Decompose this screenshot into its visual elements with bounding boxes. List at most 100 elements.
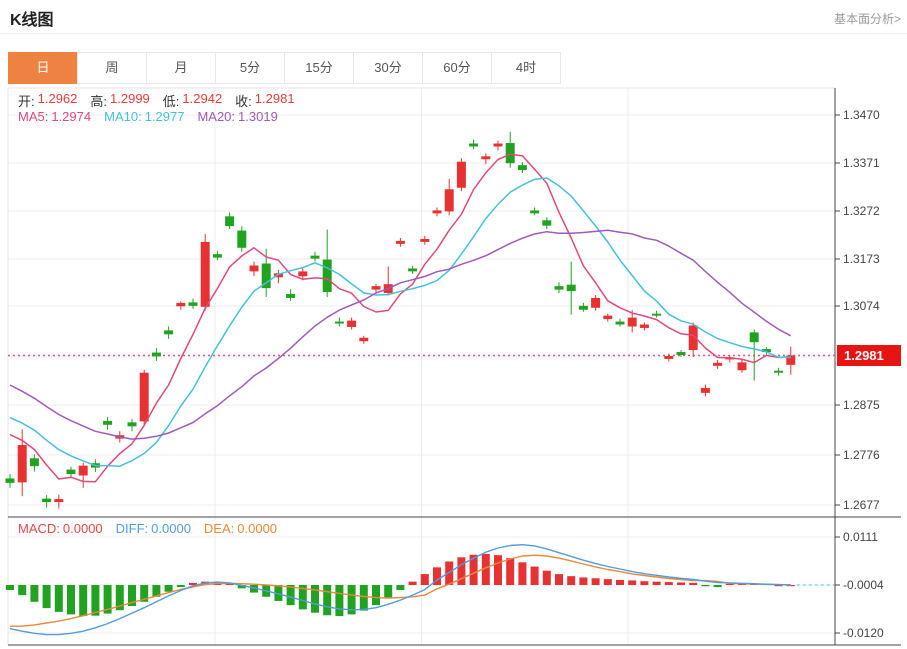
macd-bar [54, 585, 63, 612]
tab-15分[interactable]: 15分 [284, 52, 354, 84]
candle-body [627, 317, 637, 327]
macd-bar [250, 585, 258, 593]
ma20-line [9, 229, 792, 440]
candle-body [676, 352, 686, 355]
candle-body [408, 268, 418, 272]
candle-body [310, 255, 320, 259]
candle-body [286, 294, 296, 298]
tab-30分[interactable]: 30分 [353, 52, 423, 84]
chart-frame [7, 87, 901, 646]
candle-body [615, 321, 625, 325]
tab-60分[interactable]: 60分 [422, 52, 492, 84]
tab-4时[interactable]: 4时 [491, 52, 561, 84]
macd-bar [372, 585, 380, 606]
macd-label: MACD: [18, 521, 60, 536]
macd-bar [189, 582, 197, 585]
tab-日[interactable]: 日 [8, 52, 78, 84]
macd-bar [786, 585, 795, 587]
macd-bar [603, 579, 612, 585]
ma20-value: 1.3019 [238, 109, 278, 124]
macd-bar [542, 570, 551, 585]
candle-body [249, 265, 259, 272]
candle-body [322, 259, 332, 293]
high-value: 1.2999 [110, 91, 150, 106]
candle-body [237, 230, 247, 248]
macd-bar [6, 585, 14, 591]
macd-bar [591, 578, 600, 585]
candle-body [700, 387, 710, 393]
candle-body [578, 305, 588, 310]
tab-月[interactable]: 月 [146, 52, 216, 84]
axis-tick-label: 1.2776 [843, 448, 880, 462]
candle-body [359, 337, 369, 342]
ma10-label: MA10: [104, 109, 142, 124]
candle-body [66, 469, 76, 475]
candle-body [554, 286, 564, 290]
macd-bar [481, 553, 490, 585]
macd-bar [616, 579, 624, 585]
macd-bar [567, 576, 576, 585]
axis-tick-label: 1.3074 [843, 299, 880, 313]
fundamental-analysis-link[interactable]: 基本面分析> [833, 12, 901, 26]
candle-body [5, 478, 15, 483]
candle-body [652, 313, 662, 316]
candle-body [713, 362, 723, 366]
candle-body [103, 420, 113, 425]
ma10-line [9, 177, 791, 467]
macd-bar [774, 585, 783, 587]
open-label: 开: [18, 94, 35, 109]
macd-bar [689, 582, 698, 585]
macd-bar [298, 585, 307, 610]
axis-tick-label: 0.0111 [843, 530, 878, 544]
candle-body [432, 210, 442, 214]
candle-body [78, 465, 88, 476]
axis-tick-label: 1.3173 [843, 252, 880, 266]
candle-body [273, 273, 283, 278]
macd-bar [347, 585, 356, 615]
candle-body [334, 321, 344, 324]
axis-tick-label: 1.3470 [843, 108, 880, 122]
candle-body [493, 143, 503, 147]
macd-bar [677, 582, 685, 585]
axis-tick-label: 1.3272 [843, 204, 880, 218]
candle-body [371, 286, 381, 290]
macd-bar [91, 585, 100, 616]
macd-bar [555, 574, 563, 585]
axis-tick-label: 1.3371 [843, 156, 880, 170]
macd-bar [518, 562, 527, 585]
macd-bar [628, 580, 637, 585]
macd-bar [713, 585, 722, 588]
diff-value: 0.0000 [151, 521, 191, 536]
candle-body [505, 143, 515, 164]
macd-bar [274, 585, 283, 601]
tab-5分[interactable]: 5分 [215, 52, 285, 84]
macd-bar [396, 585, 405, 591]
macd-bar [457, 557, 466, 585]
macd-bar [420, 574, 429, 585]
low-label: 低: [162, 94, 180, 109]
macd-bar [30, 585, 39, 602]
macd-bar [725, 583, 734, 585]
axis-tick-label: 1.2677 [843, 498, 880, 512]
candle-body [566, 284, 576, 292]
candle-body [664, 355, 674, 359]
candle-body [164, 330, 174, 335]
y-axis: 1.3470 1.3371 1.3272 1.3173 1.3074 1.2875 1.27… [835, 108, 884, 640]
period-tabbar: 日周月 5分 15分 30分 60分 4时 [8, 52, 561, 84]
gridlines [8, 88, 835, 645]
macd-bar [115, 585, 124, 611]
candle-body [749, 332, 759, 343]
ma5-label: MA5: [18, 109, 49, 124]
macd-bar [530, 566, 539, 585]
macd-bar [445, 561, 454, 585]
candle-body [420, 238, 430, 242]
high-label: 高: [90, 94, 108, 109]
tab-周[interactable]: 周 [77, 52, 147, 84]
diff-label: DIFF: [115, 521, 149, 536]
candle-body [151, 352, 161, 357]
candle-body [688, 325, 698, 351]
macd-bar [408, 581, 417, 585]
macd-histogram [6, 553, 795, 617]
macd-bar [384, 585, 393, 598]
